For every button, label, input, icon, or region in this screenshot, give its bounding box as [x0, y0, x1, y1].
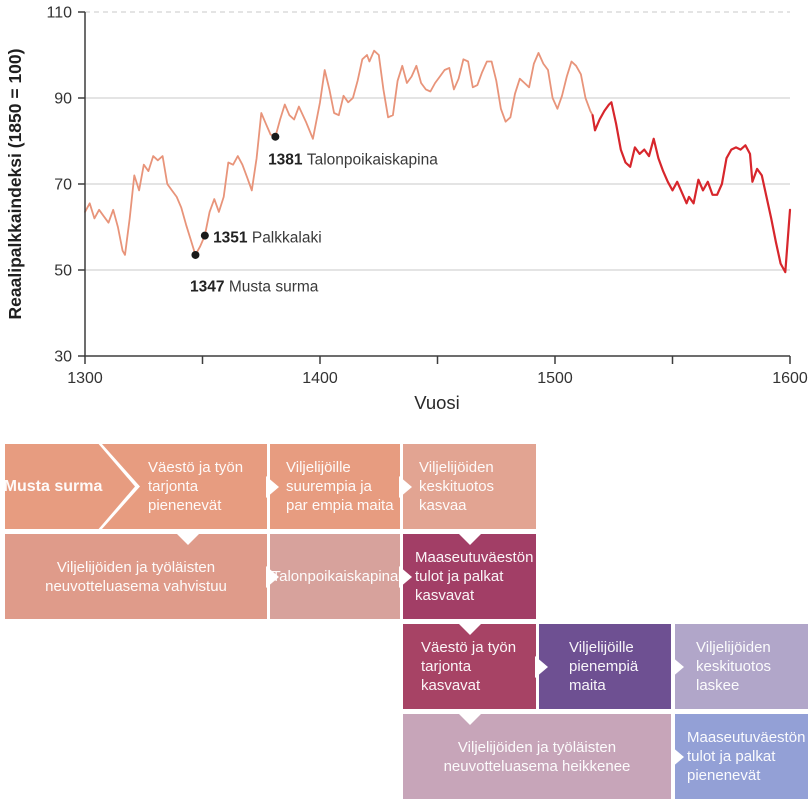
annotation-label: 1351 Palkkalaki — [213, 229, 322, 246]
box-text-line: Viljelijöille — [569, 639, 634, 656]
annotation-dot — [200, 231, 209, 240]
keskituotos-laskee: Viljelijöiden keskituotos laskee — [671, 624, 808, 709]
flow-arrow-right-icon — [671, 745, 684, 768]
neuvotteluasema-vahvistuu: Viljelijöiden ja työläisten neuvotteluase… — [5, 532, 267, 619]
maaseutuvaeston-kasvavat: Maaseutuväestön tulot ja palkat kasvavat — [399, 532, 536, 619]
vaesto-tarjonta-kasvavat: Väestö ja työn tarjonta kasvavat — [403, 622, 536, 709]
x-tick-label: 1600 — [772, 370, 808, 387]
box-text-line: neuvotteluasema heikkenee — [443, 757, 631, 775]
box-text-line: kasvaa — [419, 497, 467, 514]
flow-arrow-down-icon — [457, 532, 483, 545]
flow-arrow-down-icon — [457, 622, 483, 635]
series-lines — [84, 49, 792, 274]
y-tick-label: 50 — [54, 263, 72, 280]
box-text-line: Viljelijöiden ja työläisten — [457, 738, 617, 756]
box-text-line: laskee — [696, 677, 740, 694]
box-text-line: kasvavat — [421, 677, 481, 694]
box-text-line: Maaseutuväestön — [687, 729, 806, 746]
box-text-line: neuvotteluasema vahvistuu — [45, 577, 227, 595]
flow-arrow-right-icon — [266, 475, 279, 498]
y-tick-label: 110 — [46, 5, 72, 22]
x-axis-label: Vuosi — [414, 392, 460, 413]
box-text-line: Musta surma — [3, 478, 103, 495]
flow-arrow-right-icon — [671, 655, 684, 678]
box-text-line: Talonpoikaiskapina — [271, 568, 399, 585]
flow-arrow-right-icon — [399, 475, 412, 498]
flow-arrow-right-icon — [535, 655, 548, 678]
annotation-dot — [271, 132, 280, 141]
flow-arrow-right-icon — [399, 565, 412, 588]
y-tick-label: 70 — [54, 177, 72, 194]
x-tick-label: 1500 — [537, 370, 573, 387]
box-text-line: suurempia ja — [286, 478, 372, 495]
maaseutuvaeston-pienenevat: Maaseutuväestön tulot ja palkat pienenevät — [671, 714, 808, 799]
flow-arrow-right-icon — [266, 565, 279, 588]
flow-arrow-down-icon — [457, 712, 483, 725]
box-text-line: keskituotos — [696, 658, 772, 675]
box-text-line: Väestö ja työn — [148, 459, 244, 476]
box-text-line: tarjonta — [148, 478, 199, 495]
box-text-line: Viljelijöiden — [419, 459, 494, 476]
box-text-line: pienempiä — [569, 658, 639, 675]
neuvotteluasema-heikkenee: Viljelijöiden ja työläisten neuvotteluase… — [403, 712, 671, 799]
box-text-line: maita — [569, 677, 606, 694]
gridlines — [85, 11, 790, 271]
box-text-line: Maaseutuväestön — [415, 549, 534, 566]
real-wage-index-chart: 30 50 70 90 110 1300 1400 1500 1600 1347 Musta s… — [5, 5, 808, 414]
axes: 30 50 70 90 110 1300 1400 1500 1600 — [46, 5, 807, 388]
box-text-line: tarjonta — [421, 658, 472, 675]
y-tick-label: 30 — [54, 349, 72, 366]
box-text-line: Väestö ja työn — [421, 639, 517, 656]
box-text-line: Viljelijöille — [286, 459, 351, 476]
annotation-dot — [191, 250, 200, 259]
wage-line-red — [591, 101, 792, 274]
y-tick-label: 90 — [54, 91, 72, 108]
box-text-line: pienenevät — [148, 497, 222, 514]
box-text-line: Viljelijöiden ja työläisten — [56, 558, 216, 576]
wage-line-salmon — [84, 49, 594, 256]
x-tick-label: 1400 — [302, 370, 338, 387]
flow-arrow-down-icon — [175, 532, 201, 545]
talonpoikaiskapina-box: Talonpoikaiskapina — [266, 534, 400, 619]
box-text-line: keskituotos — [419, 478, 495, 495]
y-axis-label: Reaalipalkkaindeksi (1850 = 100) — [5, 49, 25, 320]
annotations: 1347 Musta surma 1351 Palkkalaki 1381 Talo… — [190, 132, 438, 295]
x-tick-label: 1300 — [67, 370, 103, 387]
keskituotos-kasvaa: Viljelijöiden keskituotos kasvaa — [399, 444, 536, 529]
box-text-line: par empia maita — [286, 497, 394, 514]
box-text-line: tulot ja palkat — [415, 568, 504, 585]
annotation-label: 1381 Talonpoikaiskapina — [268, 151, 438, 168]
box-text-line: Viljelijöiden — [696, 639, 771, 656]
viljelijoille-suurempia: Viljelijöille suurempia ja par empia maita — [266, 444, 400, 529]
annotation-label: 1347 Musta surma — [190, 278, 319, 295]
box-text-line: tulot ja palkat — [687, 748, 776, 765]
box-text-line: kasvavat — [415, 587, 475, 604]
box-text-line: pienenevät — [687, 767, 761, 784]
viljelijoille-pienempia: Viljelijöille pienempiä maita — [535, 624, 671, 709]
